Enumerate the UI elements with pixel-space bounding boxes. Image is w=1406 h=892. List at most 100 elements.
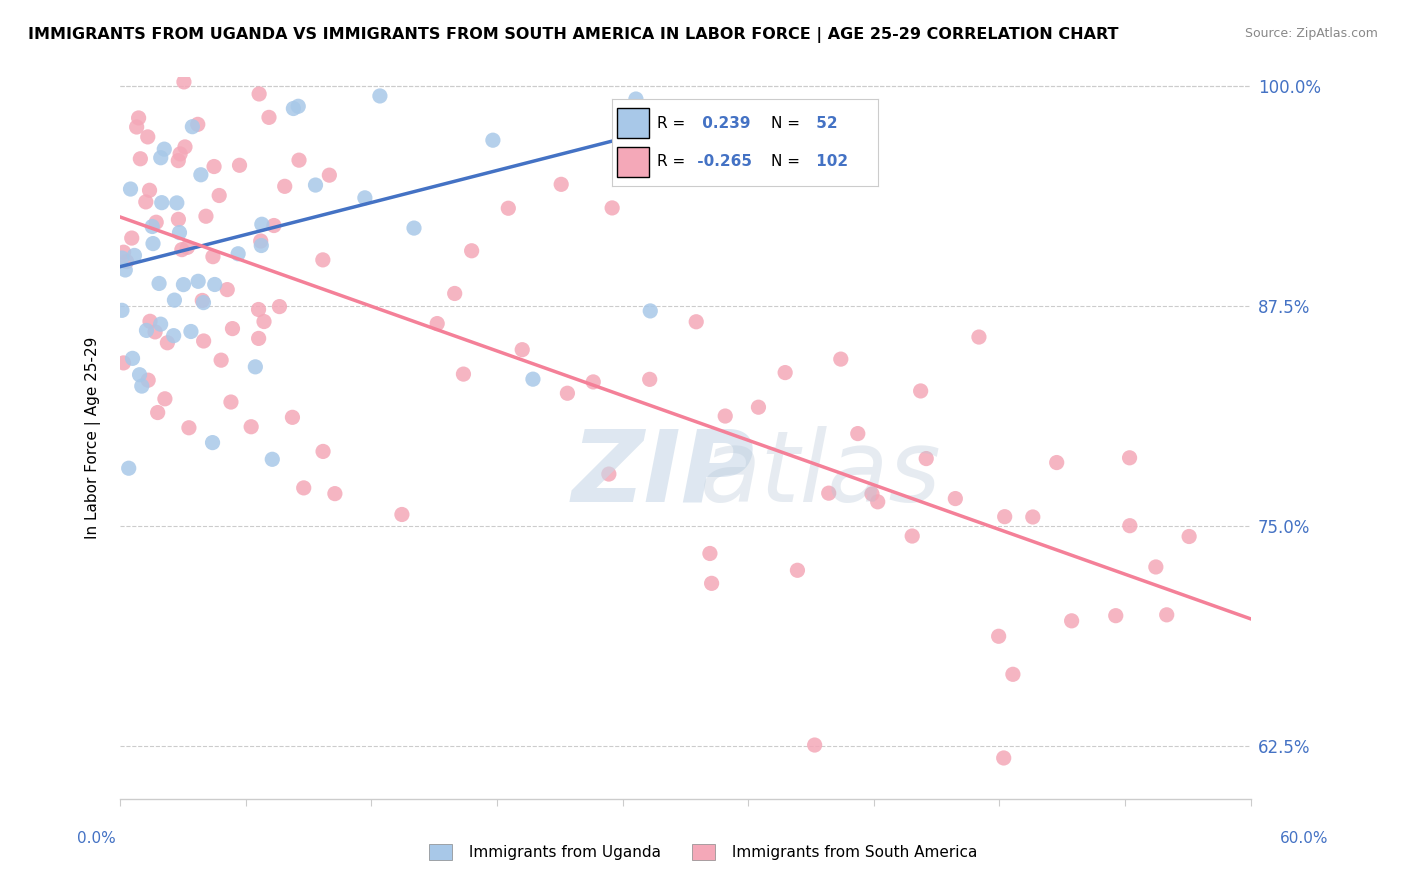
Point bbox=[145, 215, 167, 229]
Point bbox=[817, 486, 839, 500]
Point bbox=[114, 263, 136, 277]
Point bbox=[190, 168, 212, 182]
Point bbox=[250, 217, 273, 231]
Point bbox=[160, 44, 183, 58]
Point bbox=[167, 212, 190, 227]
Point bbox=[156, 335, 179, 350]
Point bbox=[1001, 667, 1024, 681]
Point bbox=[169, 147, 191, 161]
Point bbox=[129, 152, 152, 166]
Point bbox=[652, 145, 675, 160]
Point bbox=[356, 44, 378, 58]
Point bbox=[257, 111, 280, 125]
Point bbox=[292, 481, 315, 495]
Point bbox=[240, 419, 263, 434]
Point bbox=[247, 331, 270, 345]
Point bbox=[121, 351, 143, 366]
Point bbox=[247, 87, 270, 101]
Point bbox=[149, 151, 172, 165]
Point bbox=[323, 486, 346, 500]
Point bbox=[714, 409, 737, 423]
Point bbox=[163, 328, 186, 343]
Point bbox=[557, 386, 579, 401]
Legend:  Immigrants from Uganda,  Immigrants from South America: Immigrants from Uganda, Immigrants from … bbox=[423, 838, 983, 866]
Point bbox=[169, 226, 191, 240]
Point bbox=[1144, 560, 1167, 574]
Point bbox=[194, 209, 217, 223]
Point bbox=[249, 234, 271, 248]
Point bbox=[522, 372, 544, 386]
Point bbox=[638, 372, 661, 386]
Point bbox=[201, 435, 224, 450]
Point bbox=[228, 158, 250, 172]
Point bbox=[498, 201, 520, 215]
Text: Source: ZipAtlas.com: Source: ZipAtlas.com bbox=[1244, 27, 1378, 40]
Point bbox=[186, 44, 208, 58]
Point bbox=[125, 44, 148, 58]
Point bbox=[1119, 518, 1142, 533]
Point bbox=[624, 92, 647, 106]
Point bbox=[582, 375, 605, 389]
Point bbox=[172, 277, 194, 292]
Point bbox=[141, 219, 163, 234]
Point bbox=[187, 274, 209, 288]
Point bbox=[967, 330, 990, 344]
Point bbox=[202, 160, 225, 174]
Point bbox=[803, 738, 825, 752]
Point bbox=[382, 44, 405, 58]
Point bbox=[304, 178, 326, 192]
Point bbox=[221, 321, 243, 335]
Point bbox=[262, 452, 284, 467]
Point bbox=[915, 451, 938, 466]
Point bbox=[994, 509, 1017, 524]
Point bbox=[128, 368, 150, 382]
Point bbox=[1060, 614, 1083, 628]
Point bbox=[318, 168, 340, 182]
Point bbox=[250, 238, 273, 252]
Point bbox=[312, 444, 335, 458]
Point bbox=[700, 576, 723, 591]
Point bbox=[685, 315, 707, 329]
Point bbox=[368, 89, 391, 103]
Point bbox=[460, 244, 482, 258]
Point bbox=[312, 252, 335, 267]
Point bbox=[846, 426, 869, 441]
Point bbox=[588, 51, 610, 65]
Point bbox=[139, 314, 162, 328]
Point bbox=[830, 352, 852, 367]
Point bbox=[150, 195, 173, 210]
Point bbox=[987, 629, 1010, 643]
Point bbox=[138, 51, 160, 65]
Point bbox=[453, 367, 475, 381]
Point bbox=[131, 379, 153, 393]
Point bbox=[118, 461, 141, 475]
Point bbox=[620, 44, 643, 58]
Point bbox=[112, 245, 135, 260]
Point bbox=[1178, 529, 1201, 543]
Point bbox=[174, 140, 197, 154]
Point bbox=[860, 487, 883, 501]
Point bbox=[426, 317, 449, 331]
Point bbox=[176, 240, 198, 254]
Point bbox=[1105, 608, 1128, 623]
Point bbox=[120, 182, 142, 196]
Point bbox=[125, 120, 148, 134]
Point bbox=[201, 250, 224, 264]
Point bbox=[153, 142, 176, 156]
Point bbox=[142, 236, 165, 251]
Point bbox=[910, 384, 932, 398]
Text: atlas: atlas bbox=[700, 425, 942, 523]
Point bbox=[245, 359, 267, 374]
Text: IMMIGRANTS FROM UGANDA VS IMMIGRANTS FROM SOUTH AMERICA IN LABOR FORCE | AGE 25-: IMMIGRANTS FROM UGANDA VS IMMIGRANTS FRO… bbox=[28, 27, 1119, 43]
Point bbox=[114, 44, 136, 58]
Point bbox=[148, 277, 170, 291]
Text: 60.0%: 60.0% bbox=[1281, 831, 1329, 846]
Point bbox=[550, 178, 572, 192]
Point bbox=[180, 325, 202, 339]
Point bbox=[170, 243, 193, 257]
Point bbox=[112, 356, 135, 370]
Point bbox=[773, 366, 796, 380]
Point bbox=[209, 353, 232, 368]
Point bbox=[111, 303, 134, 318]
Point bbox=[1046, 456, 1069, 470]
